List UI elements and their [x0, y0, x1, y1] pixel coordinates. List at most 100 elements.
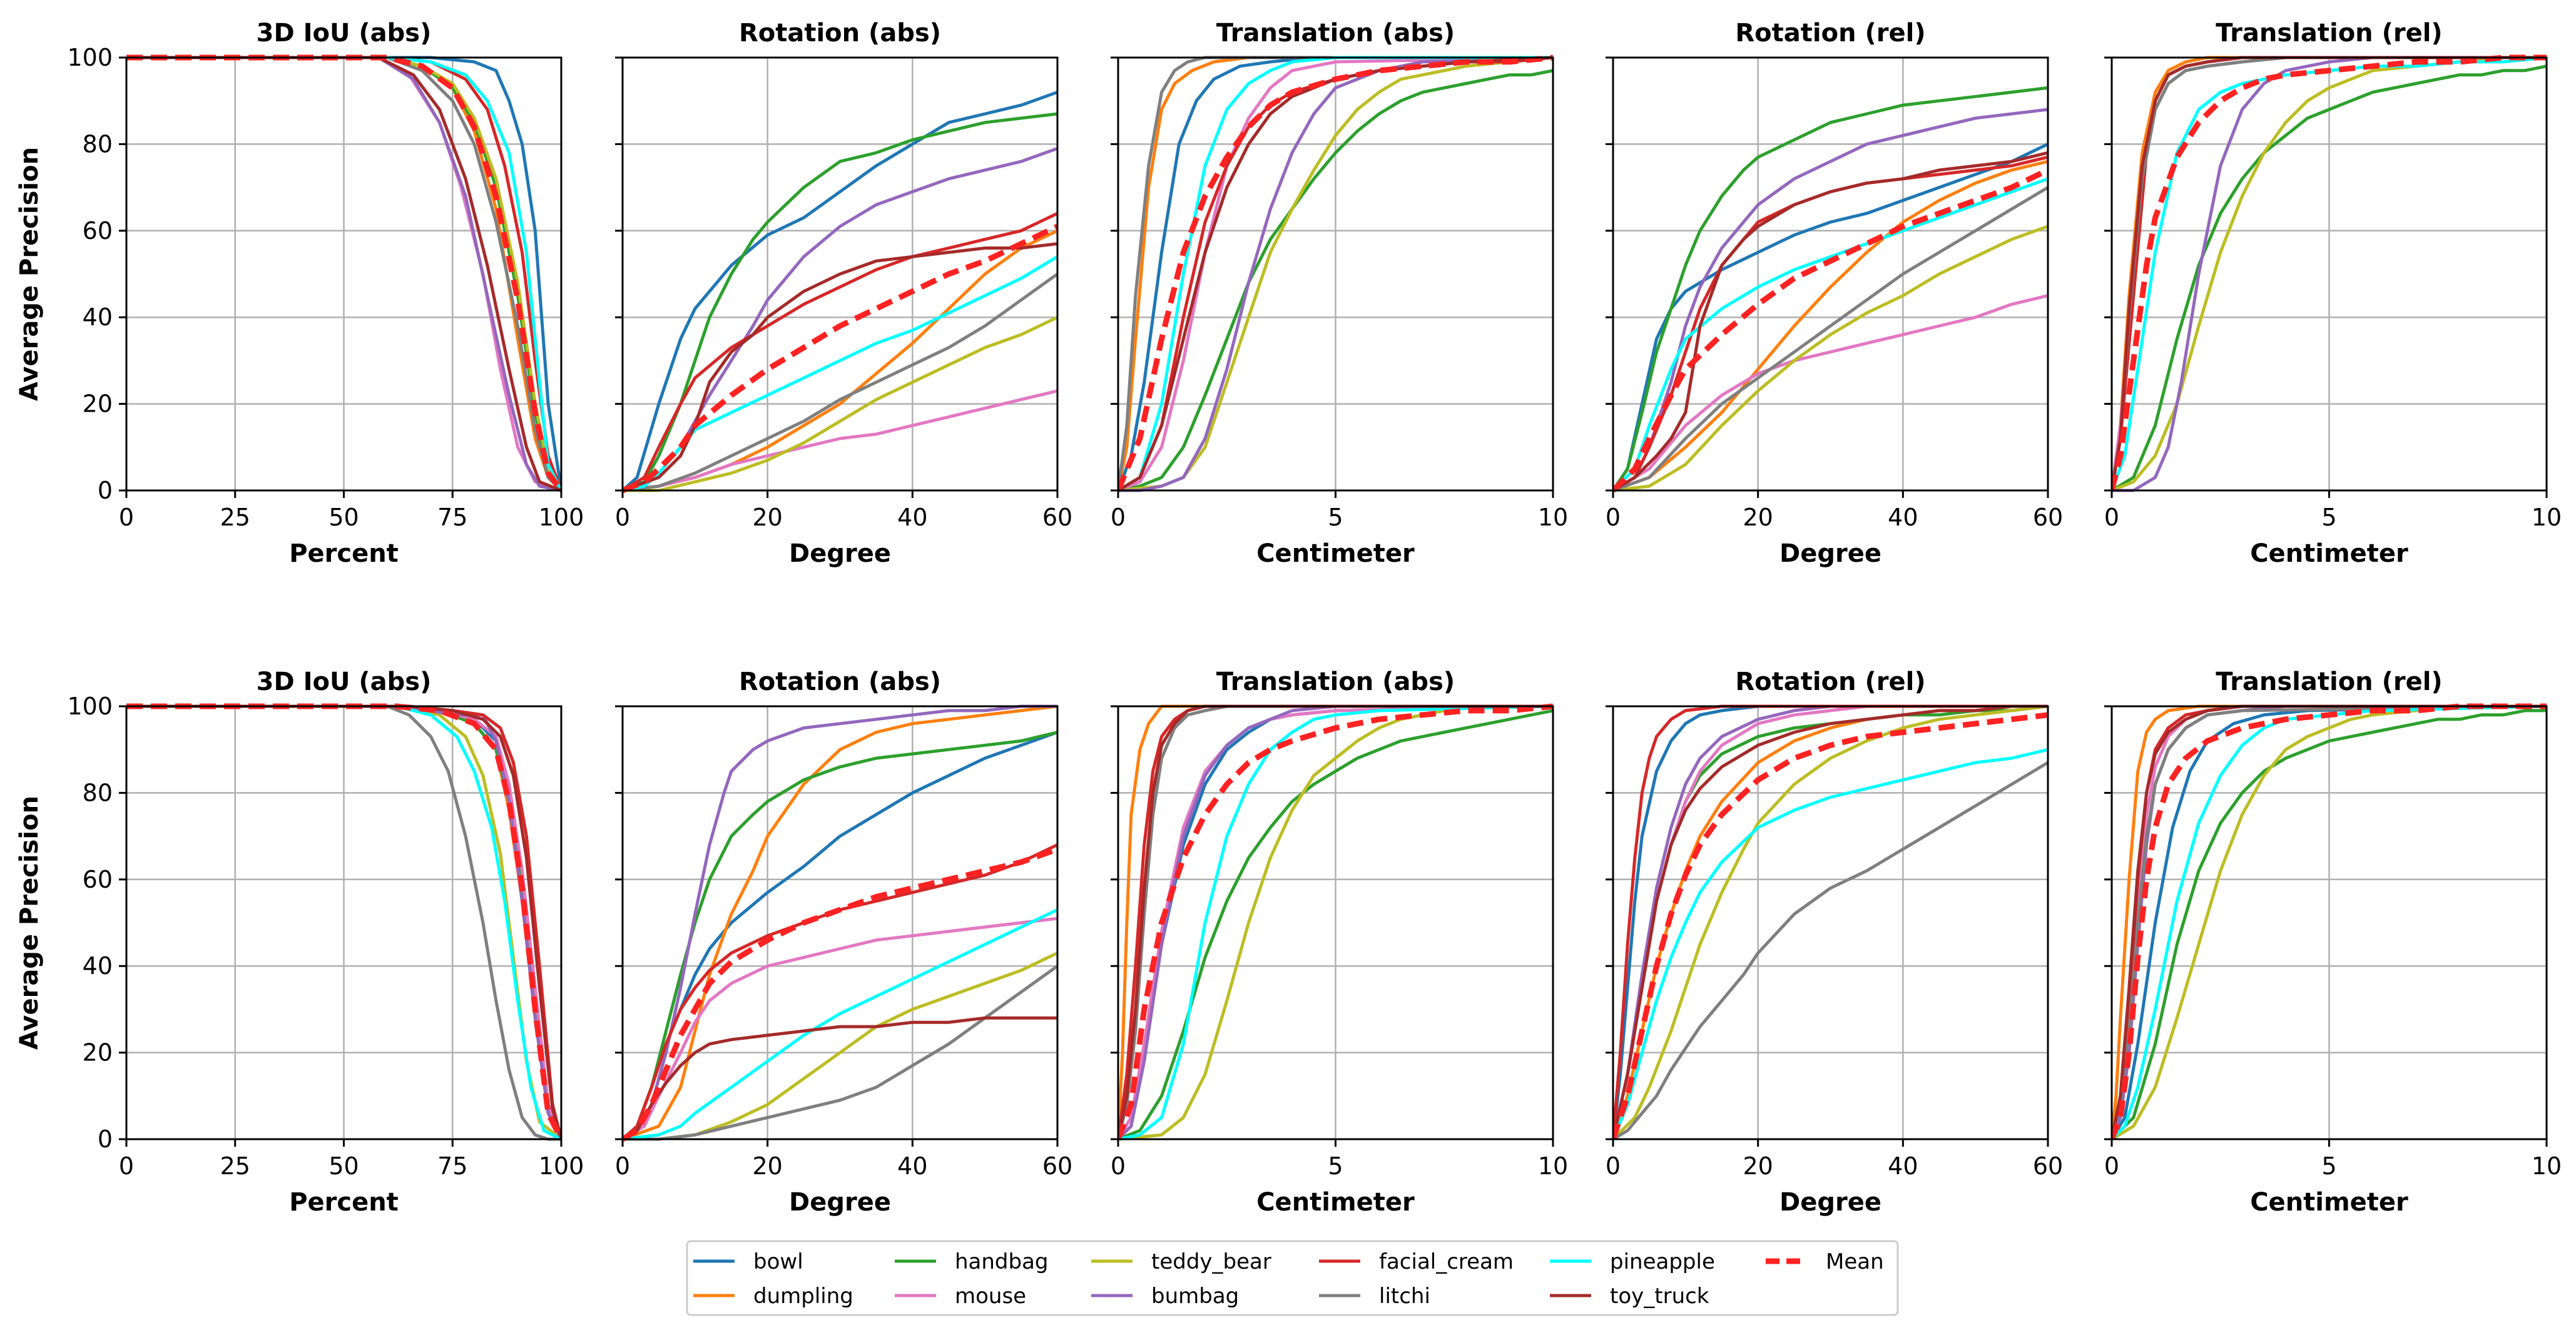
- series-line-dumpling: [1613, 160, 2048, 492]
- legend-label: bumbag: [1151, 1284, 1239, 1309]
- y-tick-label: 100: [67, 693, 113, 720]
- y-tick-label: 100: [67, 44, 113, 71]
- series-line-bowl: [1118, 56, 1553, 492]
- legend-entry-handbag: handbag: [895, 1249, 1049, 1274]
- x-tick-label: 20: [1743, 1152, 1773, 1180]
- x-tick-label: 0: [1606, 504, 1621, 531]
- series-line-litchi: [1613, 761, 2048, 1141]
- x-tick-label: 0: [119, 504, 134, 531]
- series-line-handbag: [2112, 64, 2547, 492]
- series-line-teddy-bear: [1613, 704, 2048, 1141]
- series-line-bumbag: [1118, 704, 1553, 1141]
- series-line-bumbag: [623, 704, 1057, 1141]
- x-tick-label: 25: [220, 504, 250, 531]
- series-line-toy-truck: [1613, 151, 2048, 492]
- series-line-teddy-bear: [1613, 225, 2048, 492]
- series-line-handbag: [623, 731, 1057, 1141]
- series-group: [1613, 86, 2048, 493]
- legend-label: teddy_bear: [1151, 1249, 1271, 1274]
- panel-title: Translation (rel): [2216, 19, 2442, 48]
- series-line-bumbag: [126, 56, 561, 492]
- series-line-teddy-bear: [1118, 56, 1553, 492]
- y-tick-label: 40: [83, 952, 113, 980]
- y-axis-label: Average Precision: [15, 796, 44, 1050]
- x-tick-label: 10: [1538, 1152, 1568, 1180]
- y-tick-label: 40: [83, 303, 113, 331]
- panel-title: 3D IoU (abs): [257, 19, 432, 48]
- y-tick-label: 20: [83, 1039, 113, 1067]
- series-line-mouse: [1613, 704, 2048, 1141]
- series-line-Mean: [2112, 703, 2547, 1140]
- y-axis-label: Average Precision: [15, 147, 44, 401]
- series-line-pineapple: [1613, 748, 2048, 1141]
- legend-entry-toy-truck: toy_truck: [1550, 1284, 1709, 1309]
- panel-title: Translation (abs): [1216, 19, 1455, 48]
- series-line-toy-truck: [2112, 704, 2547, 1141]
- series-line-litchi: [126, 704, 561, 1141]
- legend-entry-Mean: Mean: [1766, 1249, 1884, 1274]
- x-tick-label: 20: [752, 504, 782, 531]
- legend-entry-mouse: mouse: [895, 1284, 1026, 1309]
- x-tick-label: 0: [1111, 1152, 1126, 1180]
- y-tick-label: 0: [98, 1125, 113, 1153]
- x-tick-label: 60: [2033, 1152, 2063, 1180]
- series-line-toy-truck: [1613, 704, 2048, 1141]
- series-group: [1613, 704, 2048, 1141]
- chart-panel-6: 0 25 50 75 100 0 20 40 60 80 100 3D IoU (abs) Percen…: [15, 668, 584, 1217]
- panel-title: Rotation (rel): [1735, 19, 1925, 48]
- series-line-toy-truck: [2112, 56, 2547, 492]
- series-line-pineapple: [126, 704, 561, 1141]
- axes-frame: [1612, 56, 2049, 492]
- x-axis-label: Percent: [289, 1188, 399, 1217]
- x-tick-label: 25: [220, 1152, 250, 1180]
- x-tick-label: 5: [1328, 1152, 1343, 1180]
- x-tick-label: 0: [2104, 504, 2119, 531]
- panel-title: Translation (rel): [2216, 668, 2442, 696]
- legend-label: bowl: [753, 1249, 803, 1274]
- chart-panel-3: 0 5 10 Translation (abs) Centimeter: [1111, 19, 1568, 568]
- panel-title: Translation (abs): [1216, 668, 1455, 696]
- axes-frame: [1612, 705, 2049, 1140]
- chart-panel-5: 0 5 10 Translation (rel) Centimeter: [2104, 19, 2562, 568]
- y-tick-label: 60: [83, 866, 113, 893]
- series-line-toy-truck: [623, 1016, 1057, 1141]
- series-line-Mean: [1118, 703, 1553, 1140]
- y-tick-label: 60: [83, 217, 113, 245]
- series-line-bowl: [623, 90, 1057, 492]
- legend-label: pineapple: [1610, 1249, 1715, 1274]
- x-tick-label: 40: [1888, 1152, 1918, 1180]
- x-tick-label: 5: [2321, 504, 2336, 531]
- x-axis-label: Degree: [1779, 539, 1881, 568]
- series-line-litchi: [623, 272, 1057, 492]
- x-tick-label: 20: [1743, 504, 1773, 531]
- x-tick-label: 0: [1111, 504, 1126, 531]
- series-line-Mean: [1613, 712, 2048, 1140]
- x-tick-label: 75: [437, 504, 467, 531]
- axes-frame: [621, 705, 1059, 1140]
- legend-entry-bowl: bowl: [693, 1249, 803, 1274]
- series-line-mouse: [623, 916, 1057, 1141]
- series-group: [126, 703, 561, 1141]
- series-line-Mean: [623, 223, 1057, 494]
- series-line-pineapple: [1118, 704, 1553, 1141]
- x-tick-label: 0: [615, 1152, 630, 1180]
- series-line-pineapple: [623, 908, 1057, 1141]
- x-axis-label: Centimeter: [2250, 1188, 2408, 1217]
- chart-panel-10: 0 5 10 Translation (rel) Centimeter: [2104, 668, 2562, 1217]
- legend-label: litchi: [1379, 1284, 1430, 1309]
- series-line-Mean: [1118, 54, 1553, 492]
- series-line-handbag: [2112, 709, 2547, 1141]
- legend-entry-dumpling: dumpling: [693, 1284, 853, 1309]
- axes-frame: [621, 56, 1059, 492]
- legend-label: mouse: [955, 1284, 1026, 1309]
- panel-title: Rotation (abs): [739, 19, 941, 48]
- series-line-Mean: [623, 846, 1057, 1142]
- series-line-pineapple: [623, 255, 1057, 492]
- series-line-dumpling: [2112, 704, 2547, 1141]
- panel-title: Rotation (rel): [1735, 668, 1925, 696]
- series-line-bumbag: [1613, 704, 2048, 1141]
- x-tick-label: 0: [615, 504, 630, 531]
- x-tick-label: 40: [897, 504, 927, 531]
- series-line-facial-cream: [623, 211, 1057, 492]
- chart-panel-4: 0 20 40 60 Rotation (rel) Degree: [1606, 19, 2063, 568]
